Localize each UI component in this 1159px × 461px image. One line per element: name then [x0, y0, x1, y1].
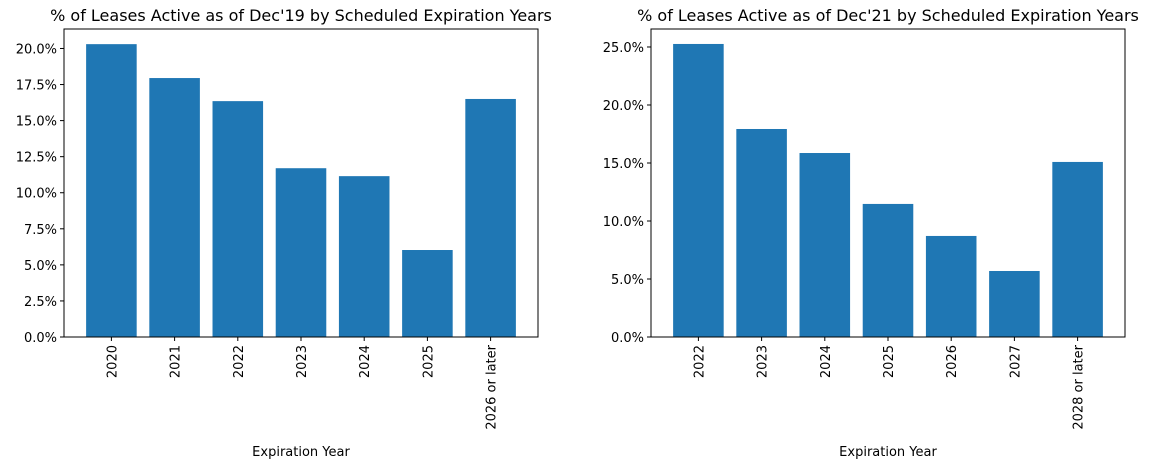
y-tick-label: 12.5% — [16, 151, 57, 166]
x-tick-label: 2023 — [295, 345, 310, 378]
bar — [862, 203, 914, 337]
y-tick-label: 10.0% — [603, 215, 644, 230]
x-tick-label: 2023 — [756, 345, 771, 378]
x-tick-label: 2028 or later — [1072, 344, 1087, 429]
y-tick-label: 0.0% — [611, 331, 644, 346]
x-tick-label: 2022 — [692, 345, 707, 378]
y-tick-label: 15.0% — [603, 157, 644, 172]
x-tick-label: 2026 or later — [485, 344, 500, 429]
bar — [1052, 161, 1103, 337]
y-tick-label: 0.0% — [24, 331, 57, 346]
x-tick-label: 2026 — [945, 345, 960, 378]
bar — [465, 98, 516, 337]
bar — [989, 270, 1040, 337]
bar — [275, 168, 327, 337]
x-tick-label: 2024 — [819, 345, 834, 378]
y-tick-label: 17.5% — [16, 79, 57, 94]
x-tick-label: 2025 — [882, 345, 897, 378]
y-tick-label: 5.0% — [611, 273, 644, 288]
bar — [149, 78, 200, 337]
x-tick-label: 2027 — [1008, 345, 1023, 378]
x-axis-label: Expiration Year — [839, 445, 937, 460]
x-tick-label: 2021 — [169, 345, 184, 378]
y-tick-label: 20.0% — [16, 42, 57, 57]
y-tick-label: 15.0% — [16, 115, 57, 130]
bar — [736, 128, 787, 337]
bar — [799, 153, 851, 337]
x-tick-label: 2022 — [232, 345, 247, 378]
x-tick-label: 2024 — [358, 345, 373, 378]
plot-frame — [63, 28, 539, 338]
y-tick-label: 5.0% — [24, 259, 57, 274]
bar — [673, 43, 724, 338]
y-tick-label: 2.5% — [24, 295, 57, 310]
x-axis-label: Expiration Year — [252, 445, 350, 460]
bar — [402, 250, 453, 337]
x-tick-label: 2020 — [105, 345, 120, 378]
x-tick-label: 2025 — [421, 345, 436, 378]
bar — [86, 44, 137, 337]
plot-frame — [650, 28, 1126, 338]
y-tick-label: 20.0% — [603, 99, 644, 114]
y-tick-label: 10.0% — [16, 187, 57, 202]
y-tick-label: 25.0% — [603, 41, 644, 56]
chart-title: % of Leases Active as of Dec'19 by Sched… — [50, 6, 552, 25]
chart-title: % of Leases Active as of Dec'21 by Sched… — [637, 6, 1139, 25]
bar — [212, 101, 264, 337]
y-tick-label: 7.5% — [24, 223, 57, 238]
bar — [925, 235, 977, 337]
bar — [338, 176, 390, 337]
